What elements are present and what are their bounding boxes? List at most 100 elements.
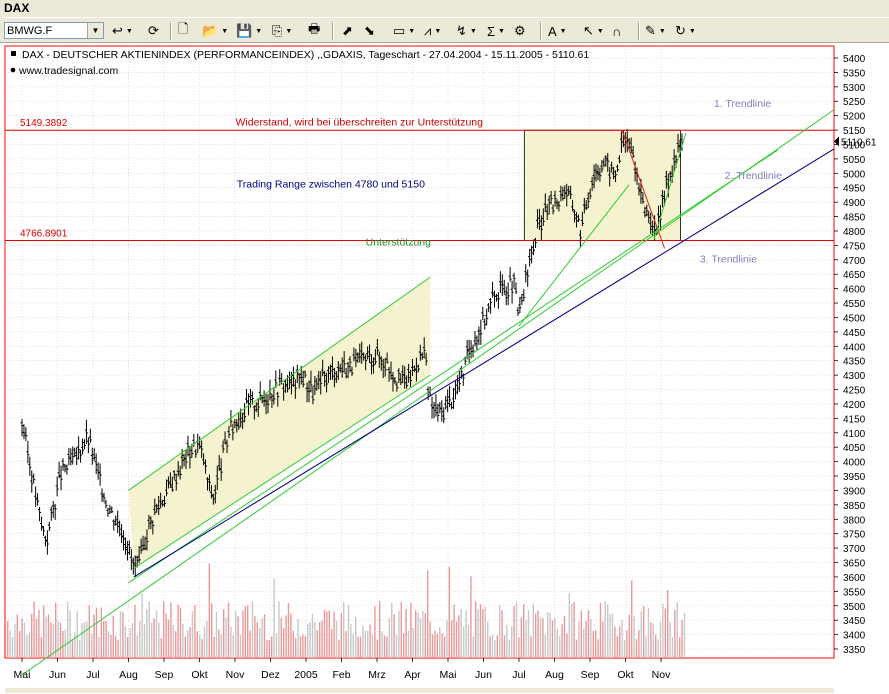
volume-bar bbox=[549, 613, 551, 658]
volume-bar bbox=[434, 630, 436, 658]
notes-button[interactable]: ✎ ▼ bbox=[645, 22, 666, 40]
volume-bar bbox=[487, 621, 489, 658]
open-folder-button[interactable]: 📂 ▼ bbox=[202, 22, 228, 40]
chevron-down-icon[interactable]: ▼ bbox=[596, 27, 604, 35]
chevron-down-icon[interactable]: ▼ bbox=[87, 23, 103, 38]
volume-bar bbox=[583, 628, 585, 658]
x-tick-label: Okt bbox=[191, 669, 207, 681]
volume-bar bbox=[213, 636, 215, 658]
volume-bar bbox=[261, 617, 263, 658]
scrollbar-track[interactable] bbox=[5, 688, 834, 693]
chart-annotation[interactable]: 3. Trendlinie bbox=[700, 254, 757, 266]
volume-bar bbox=[259, 628, 261, 658]
volume-bar bbox=[43, 605, 45, 658]
volume-bar bbox=[467, 624, 470, 658]
sigma-button[interactable]: Σ ▼ bbox=[487, 22, 505, 40]
text-button[interactable]: A ▼ bbox=[548, 22, 567, 40]
chevron-down-icon[interactable]: ▼ bbox=[469, 27, 477, 35]
chevron-down-icon[interactable]: ▼ bbox=[498, 27, 505, 35]
trendline-green-rebound[interactable] bbox=[653, 132, 687, 240]
save-button[interactable]: 💾 ▼ bbox=[236, 22, 262, 40]
volume-bar bbox=[470, 576, 472, 658]
y-tick-label: 4100 bbox=[843, 429, 866, 440]
volume-bar bbox=[621, 620, 623, 658]
window-title: DAX bbox=[4, 1, 30, 15]
volume-bar bbox=[21, 618, 23, 658]
volume-bar bbox=[503, 635, 506, 658]
volume-bar bbox=[463, 626, 465, 658]
cursor-button[interactable]: ↖ ▼ bbox=[583, 22, 604, 40]
chart-annotation[interactable]: 1. Trendlinie bbox=[714, 98, 771, 110]
volume-bar bbox=[371, 634, 374, 658]
volume-bar bbox=[33, 601, 35, 658]
y-tick-label: 4900 bbox=[843, 198, 866, 209]
magnet-button[interactable]: ∩ bbox=[612, 22, 621, 40]
volume-bar bbox=[381, 631, 383, 658]
volume-bar bbox=[578, 621, 580, 658]
chart-window-icon: ▭ bbox=[393, 23, 406, 38]
trendline-3-trendlinie[interactable] bbox=[133, 148, 835, 578]
volume-bar bbox=[676, 602, 678, 658]
chevron-down-icon[interactable]: ▼ bbox=[434, 27, 442, 35]
chart-annotation[interactable]: Trading Range zwischen 4780 und 5150 bbox=[237, 179, 425, 191]
channel-shade bbox=[128, 277, 431, 569]
print-button[interactable]: 🖶 bbox=[308, 21, 320, 40]
reload-button[interactable]: ↻ ▼ bbox=[675, 22, 696, 40]
volume-bar bbox=[254, 616, 256, 658]
volume-bar bbox=[136, 635, 138, 658]
symbol-combobox[interactable]: ▼ bbox=[4, 22, 104, 39]
chevron-down-icon[interactable]: ▼ bbox=[285, 27, 293, 35]
volume-bar bbox=[508, 640, 510, 658]
volume-bar bbox=[103, 620, 105, 658]
chevron-down-icon[interactable]: ▼ bbox=[221, 27, 229, 35]
y-tick-label: 5200 bbox=[843, 112, 866, 123]
chart-annotation[interactable]: 2. Trendlinie bbox=[725, 170, 782, 182]
chevron-down-icon[interactable]: ▼ bbox=[125, 27, 133, 35]
chevron-down-icon[interactable]: ▼ bbox=[408, 27, 416, 35]
volume-bar bbox=[182, 623, 184, 658]
volume-bar bbox=[115, 635, 117, 658]
volume-bar bbox=[561, 624, 563, 658]
price-chart[interactable]: 5149.3892 4766.8901 Widerstand, wird bei ü… bbox=[0, 43, 889, 694]
volume-bar bbox=[482, 608, 484, 658]
chevron-down-icon[interactable]: ▼ bbox=[559, 27, 567, 35]
chart-annotation[interactable]: Unterstützung bbox=[366, 236, 432, 248]
volume-bar bbox=[69, 610, 71, 658]
open-folder-icon: 📂 bbox=[202, 23, 219, 38]
chevron-down-icon[interactable]: ▼ bbox=[255, 27, 263, 35]
volume-bar bbox=[400, 602, 402, 658]
volume-bar bbox=[419, 618, 422, 658]
properties-button[interactable]: ⚙ bbox=[514, 22, 526, 40]
new-document-button[interactable]: 🗋 bbox=[178, 21, 188, 40]
volume-bar bbox=[609, 613, 611, 658]
volume-bar bbox=[340, 612, 342, 658]
chart-annotation[interactable]: Widerstand, wird bei überschreiten zur U… bbox=[236, 117, 484, 129]
x-tick-label: Aug bbox=[545, 669, 564, 681]
trendline-channel-upper[interactable] bbox=[128, 276, 431, 491]
indicator-button[interactable]: ⩘ ▼ bbox=[424, 22, 441, 40]
trendline-2-trendlinie[interactable] bbox=[21, 109, 835, 676]
volume-bar bbox=[669, 622, 671, 658]
symbol-input[interactable] bbox=[5, 23, 87, 38]
y-tick-label: 5300 bbox=[843, 83, 866, 94]
copy-button[interactable]: ⎘ ▼ bbox=[272, 22, 292, 40]
trendline-steep-support[interactable] bbox=[518, 184, 630, 327]
chevron-down-icon[interactable]: ▼ bbox=[688, 27, 696, 35]
chart-in-button[interactable]: ⬈ bbox=[342, 22, 353, 40]
chart-window-button[interactable]: ▭ ▼ bbox=[393, 22, 415, 40]
volume-bar bbox=[177, 604, 179, 658]
undo-button[interactable]: ↩ ▼ bbox=[112, 22, 133, 40]
sigma-icon: Σ bbox=[487, 23, 496, 39]
drawing-button[interactable]: ↯ ▼ bbox=[456, 22, 477, 40]
chevron-down-icon[interactable]: ▼ bbox=[658, 27, 666, 35]
chart-title: DAX - DEUTSCHER AKTIENINDEX (PERFORMANCE… bbox=[22, 49, 589, 61]
x-tick-label: Feb bbox=[332, 669, 350, 681]
volume-bar bbox=[237, 616, 239, 658]
trendline-1-trendlinie[interactable] bbox=[128, 149, 779, 584]
volume-bar bbox=[98, 636, 100, 658]
refresh-button[interactable]: ⟳ bbox=[148, 22, 159, 40]
volume-bar bbox=[297, 619, 299, 658]
volume-bar bbox=[532, 603, 534, 658]
trendline-channel-lower[interactable] bbox=[133, 374, 431, 569]
chart-out-button[interactable]: ⬊ bbox=[364, 22, 375, 40]
